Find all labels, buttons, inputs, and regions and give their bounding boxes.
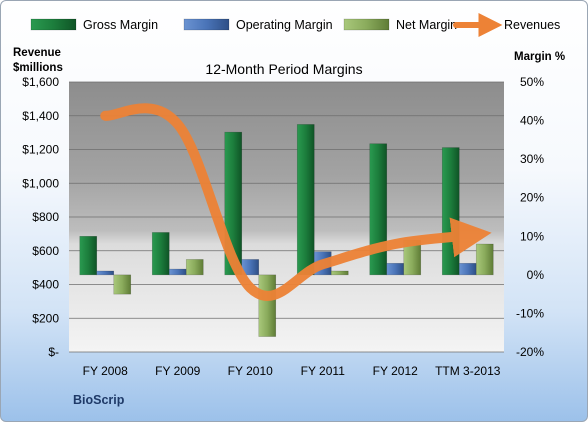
category-label: FY 2009	[155, 364, 200, 378]
category-label: FY 2012	[373, 364, 418, 378]
category-label: FY 2010	[228, 364, 273, 378]
bar-net-margin	[475, 243, 494, 276]
revenue-line-path	[100, 103, 492, 301]
right-tick-label: 20%	[520, 191, 544, 205]
left-tick-label: $400	[32, 278, 59, 292]
right-tick-label: 50%	[520, 75, 544, 89]
bar-gross-margin	[296, 124, 315, 276]
bar-gross-margin	[369, 143, 388, 276]
legend-swatch	[343, 18, 390, 31]
left-axis-ticks: $- $200 $400 $600 $800 $1,000 $1,200 $1,400 $1,6…	[22, 75, 59, 359]
left-tick-label: $1,000	[22, 176, 59, 190]
revenue-line	[100, 103, 492, 301]
right-axis-label: Margin %	[514, 51, 565, 63]
bar-operating-margin	[458, 262, 477, 276]
bar-net-margin	[330, 270, 349, 276]
bar-gross-margin	[441, 147, 460, 276]
right-tick-label: 0%	[527, 268, 545, 282]
right-tick-label: 40%	[520, 114, 544, 128]
legend-swatch	[183, 18, 230, 31]
left-axis-label-line1: Revenue	[13, 47, 61, 59]
chart-title: 12-Month Period Margins	[205, 61, 362, 77]
legend-label: Net Margin	[396, 18, 457, 32]
left-tick-label: $600	[32, 244, 59, 258]
legend-label: Operating Margin	[236, 18, 333, 32]
bar-operating-margin	[168, 268, 187, 276]
company-name: BioScrip	[73, 393, 125, 407]
category-label: FY 2011	[301, 364, 346, 378]
left-axis-label-line2: $millions	[13, 62, 63, 74]
legend: Gross Margin Operating Margin Net Margin Re…	[30, 13, 560, 37]
legend-swatch	[30, 18, 77, 31]
left-tick-label: $1,200	[22, 143, 59, 157]
legend-label: Revenues	[504, 18, 560, 32]
left-tick-label: $800	[32, 210, 59, 224]
bar-operating-margin	[386, 262, 405, 276]
bar-net-margin	[258, 274, 277, 337]
legend-label: Gross Margin	[83, 18, 158, 32]
right-tick-label: -10%	[516, 306, 544, 320]
bar-net-margin	[113, 274, 132, 295]
right-axis-ticks: -20% -10% 0% 10% 20% 30% 40% 50%	[516, 75, 544, 359]
left-tick-label: $1,600	[22, 75, 59, 89]
category-label: TTM 3-2013	[435, 364, 501, 378]
left-tick-label: $1,400	[22, 109, 59, 123]
bar-net-margin	[185, 259, 204, 276]
bar-gross-margin	[151, 232, 170, 276]
left-tick-label: $200	[32, 311, 59, 325]
left-tick-label: $-	[48, 345, 59, 359]
x-axis-ticks: FY 2008 FY 2009 FY 2010 FY 2011 FY 2012 TTM 3…	[83, 364, 501, 378]
right-tick-label: -20%	[516, 345, 544, 359]
right-tick-label: 30%	[520, 152, 544, 166]
bar-operating-margin	[96, 270, 115, 276]
bar-series	[79, 124, 494, 337]
bar-gross-margin	[79, 235, 98, 276]
right-tick-label: 10%	[520, 229, 544, 243]
category-label: FY 2008	[83, 364, 128, 378]
